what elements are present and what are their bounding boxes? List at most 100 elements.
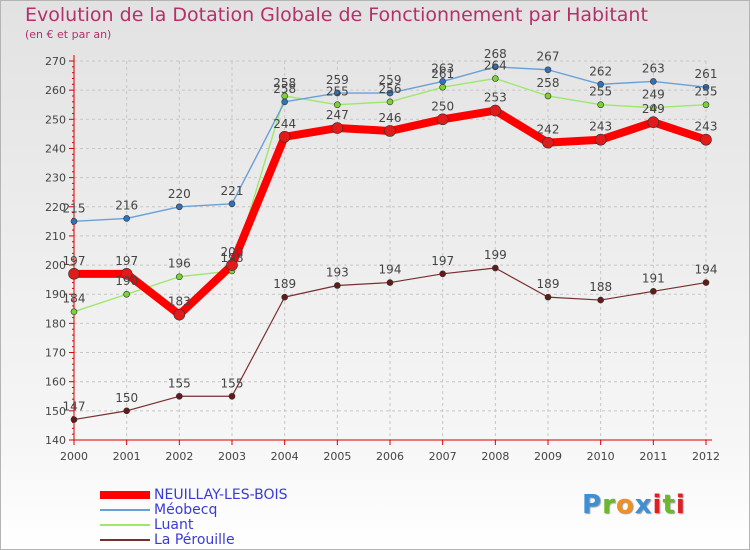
data-label: 253	[484, 91, 507, 105]
y-tick-label: 150	[45, 405, 66, 418]
data-point	[70, 416, 78, 423]
data-label: 263	[642, 61, 665, 75]
data-label: 244	[273, 117, 296, 131]
chart-title: Evolution de la Dotation Globale de Fonc…	[25, 4, 648, 26]
data-label: 200	[221, 245, 244, 259]
data-point	[176, 392, 183, 400]
data-point	[650, 104, 657, 111]
data-label: 188	[589, 280, 612, 294]
logo-letter: P	[582, 490, 603, 520]
data-point	[68, 268, 80, 280]
data-label: 255	[326, 85, 349, 99]
legend-swatch	[100, 539, 150, 541]
data-label: 247	[326, 108, 349, 122]
data-label: 190	[115, 274, 138, 288]
data-point	[650, 78, 657, 85]
y-tick-labels: 140 150 160 170 180 190 200 210 220 230 240 250 260 2…	[45, 55, 66, 447]
data-label: 249	[642, 102, 665, 116]
x-tick-label: 2002	[165, 450, 193, 463]
data-point	[123, 407, 130, 415]
data-point	[228, 392, 236, 400]
y-tick-label: 210	[45, 230, 66, 243]
data-point	[123, 290, 130, 298]
data-point	[439, 83, 446, 91]
logo-letter: x	[634, 490, 653, 520]
data-label: 259	[326, 73, 349, 87]
x-tick-label: 2011	[639, 450, 667, 463]
data-label: 250	[431, 99, 454, 113]
data-label: 249	[642, 88, 665, 102]
legend-label: La Pérouille	[154, 532, 235, 548]
data-label: 196	[168, 257, 191, 271]
data-point	[439, 270, 446, 278]
y-tick-label: 180	[45, 317, 66, 330]
data-point	[70, 218, 78, 225]
series-points	[68, 63, 712, 423]
data-point	[176, 273, 183, 281]
legend-swatch	[100, 491, 150, 499]
data-label: 189	[537, 277, 560, 291]
data-point	[597, 296, 604, 304]
logo-letter: i	[652, 490, 663, 520]
y-tick-label: 190	[45, 288, 66, 301]
proxiti-logo[interactable]: Proxiti	[582, 490, 686, 520]
x-tick-label: 2008	[481, 450, 509, 463]
data-label: 255	[695, 85, 718, 99]
x-tick-label: 2009	[534, 450, 562, 463]
logo-letter: o	[615, 490, 635, 520]
data-label: 258	[537, 76, 560, 90]
data-label: 261	[695, 67, 718, 81]
y-tick-label: 170	[45, 347, 66, 360]
data-point	[702, 83, 710, 91]
data-label: 243	[589, 120, 612, 134]
data-label: 194	[695, 263, 718, 277]
data-label: 194	[379, 263, 402, 277]
data-point	[386, 279, 394, 286]
y-tick-label: 230	[45, 172, 66, 185]
x-tick-label: 2000	[60, 450, 88, 463]
x-tick-labels: 2000 2001 2002 2003 2004 2005 2006 2007 2008 2009…	[60, 450, 720, 463]
x-tick-label: 2010	[587, 450, 615, 463]
data-point	[700, 133, 712, 146]
x-tick-label: 2007	[429, 450, 457, 463]
data-point	[597, 81, 604, 88]
logo-letter: t	[662, 490, 676, 520]
data-label: 198	[221, 251, 244, 265]
y-tick-label: 270	[45, 55, 66, 68]
data-label: 197	[115, 254, 138, 268]
data-label: 267	[537, 50, 560, 64]
data-label: 199	[484, 248, 507, 262]
data-label: 155	[168, 376, 191, 390]
x-tick-label: 2006	[376, 450, 404, 463]
x-tick-label: 2012	[692, 450, 720, 463]
data-point	[544, 293, 552, 301]
y-tick-label: 260	[45, 84, 66, 97]
chart-subtitle: (en € et par an)	[25, 28, 112, 41]
data-point	[278, 131, 291, 143]
data-label: 193	[326, 265, 349, 279]
data-point	[702, 101, 710, 109]
y-tick-label: 240	[45, 142, 66, 155]
data-label: 184	[63, 292, 86, 306]
data-label: 155	[221, 376, 244, 390]
data-point	[489, 104, 502, 117]
data-label: 183	[168, 295, 191, 309]
data-point	[702, 279, 710, 286]
y-tick-label: 140	[45, 434, 66, 447]
data-label: 261	[431, 67, 454, 81]
data-point	[228, 200, 236, 208]
logo-letter: r	[602, 490, 616, 520]
data-point	[650, 288, 657, 295]
data-point	[334, 89, 341, 97]
legend-label: Luant	[154, 517, 194, 533]
data-point	[226, 259, 238, 271]
data-point	[436, 113, 449, 126]
data-label: 191	[642, 271, 665, 285]
data-point	[70, 308, 78, 316]
x-tick-label: 2003	[218, 450, 246, 463]
data-label: 242	[537, 123, 560, 137]
data-point	[594, 133, 607, 146]
data-label: 255	[589, 85, 612, 99]
data-point	[386, 89, 394, 97]
